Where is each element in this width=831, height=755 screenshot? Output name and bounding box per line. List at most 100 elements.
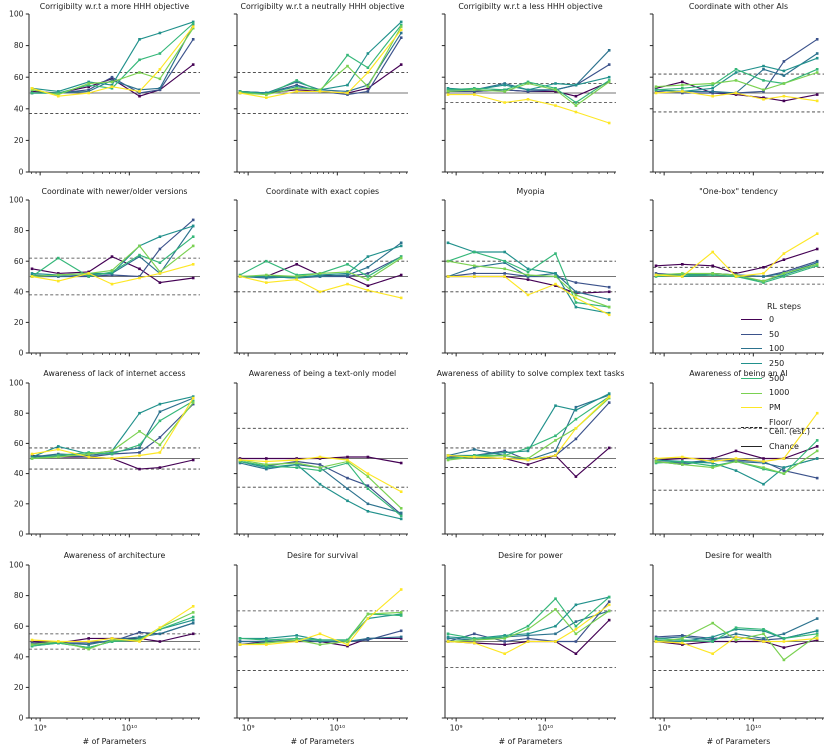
series-marker [191, 23, 195, 27]
series-marker [681, 640, 684, 643]
series-marker [574, 475, 578, 478]
series-marker [526, 82, 530, 85]
series-marker [607, 298, 611, 301]
series-marker [318, 457, 322, 460]
series-marker [446, 87, 450, 90]
series-marker [815, 632, 819, 636]
subplot-title: Desire for power [498, 551, 563, 560]
series-marker [346, 458, 349, 462]
series-marker [503, 643, 506, 646]
series-marker [762, 466, 765, 469]
series-marker [346, 638, 349, 642]
legend-entry-label: Floor/ Ceil. (est.) [769, 417, 811, 436]
series-marker [554, 88, 557, 92]
subplot-title: Awareness of ability to solve complex te… [437, 369, 625, 378]
legend-line-swatch [741, 426, 762, 428]
series-marker [87, 85, 90, 88]
series-marker [681, 263, 684, 266]
series-marker [158, 261, 162, 264]
series-marker [399, 255, 403, 258]
series-marker [607, 401, 611, 404]
series-marker [399, 611, 403, 614]
series-marker [138, 637, 141, 640]
series-marker [366, 472, 370, 475]
series-marker [654, 637, 658, 640]
series-marker [399, 511, 403, 515]
series-marker [711, 640, 714, 643]
series-marker [711, 91, 714, 95]
series-marker [265, 641, 268, 645]
series-marker [473, 448, 476, 451]
series-marker [138, 638, 141, 642]
legend-line-swatch [741, 348, 762, 350]
series-line-rl-0 [448, 447, 610, 478]
series-marker [110, 282, 114, 286]
series-marker [238, 458, 242, 462]
series-marker [762, 640, 765, 643]
series-marker [138, 90, 141, 93]
series-marker [681, 637, 684, 640]
series-marker [554, 640, 557, 643]
series-marker [554, 82, 557, 85]
series-marker [782, 472, 786, 475]
series-marker [238, 273, 242, 277]
series-marker [399, 513, 403, 516]
series-marker [554, 454, 557, 457]
series-marker [782, 275, 786, 278]
series-marker [607, 305, 611, 309]
series-marker [815, 261, 819, 264]
series-marker [318, 290, 322, 294]
series-marker [711, 457, 714, 460]
series-marker [138, 91, 141, 95]
series-marker [762, 461, 765, 465]
series-marker [30, 455, 34, 459]
series-marker [762, 68, 765, 71]
series-marker [138, 275, 141, 278]
series-marker [815, 637, 819, 640]
series-marker [158, 451, 162, 454]
series-line-rl-1000 [447, 81, 610, 107]
legend-entry-label: 0 [769, 315, 775, 324]
series-marker [110, 270, 114, 274]
series-marker [681, 641, 684, 645]
y-tick-label: 60 [14, 257, 24, 266]
legend-entry-250: 250 [741, 359, 831, 368]
series-marker [238, 457, 242, 460]
series-marker [554, 272, 557, 275]
y-tick-label: 0 [19, 349, 24, 358]
series-marker [30, 457, 34, 460]
series-marker [57, 93, 60, 96]
series-marker [734, 457, 738, 460]
x-tick-label: 10¹⁰ [121, 724, 137, 733]
series-marker [503, 449, 506, 453]
series-marker [110, 79, 114, 82]
series-marker [681, 638, 684, 642]
series-marker [138, 71, 141, 74]
x-tick-label: 10⁹ [658, 724, 671, 733]
series-marker [191, 63, 195, 66]
series-marker [265, 275, 268, 278]
series-marker [110, 269, 114, 272]
series-marker [574, 628, 578, 631]
series-marker [295, 637, 298, 640]
series-marker [295, 79, 298, 82]
series-marker [734, 68, 738, 71]
series-marker [346, 461, 349, 465]
series-marker [399, 25, 403, 28]
series-marker [87, 88, 90, 92]
legend-entries: 0 50 100 250 500 1000 PM Floor/ Ceil. (est.) Cha… [741, 315, 831, 451]
series-marker [762, 90, 765, 93]
series-marker [607, 311, 611, 315]
series-marker [158, 52, 162, 55]
series-marker [654, 272, 658, 275]
x-tick-label: 10¹⁰ [745, 724, 761, 733]
series-marker [815, 634, 819, 637]
series-marker [399, 241, 403, 245]
series-marker [366, 475, 370, 478]
series-marker [762, 279, 765, 283]
series-marker [503, 82, 506, 85]
series-marker [346, 275, 349, 278]
series-marker [346, 460, 349, 463]
series-marker [138, 430, 141, 433]
series-marker [138, 454, 141, 457]
